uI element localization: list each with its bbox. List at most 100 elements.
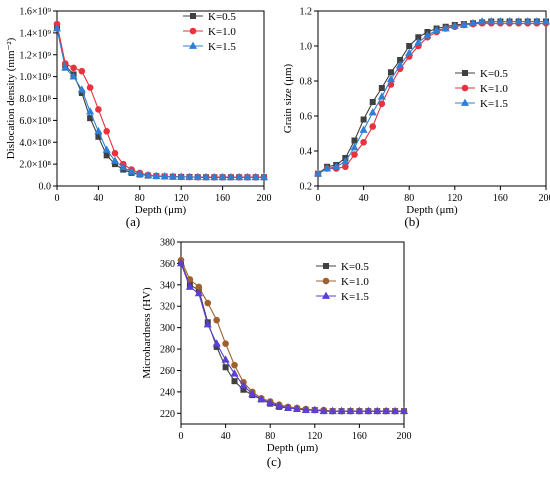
- data-point: [342, 163, 349, 171]
- data-point: [103, 128, 110, 135]
- data-point: [364, 406, 373, 415]
- legend: K=0.5 K=1.0 K=1.5: [316, 261, 369, 303]
- y-tick-label: 1.0: [300, 42, 313, 53]
- data-point: [369, 123, 377, 130]
- x-tick-label: 0: [316, 193, 321, 204]
- x-tick-label: 40: [93, 193, 103, 204]
- data-point: [292, 404, 302, 412]
- chart-panel-b: 0 40 80 120 160 200 0.2 0.4 0.6 0.8 1.0 1.2 Depth (μ…: [282, 7, 550, 229]
- series-k-0-5: [178, 259, 407, 415]
- data-point: [177, 172, 186, 180]
- series-line: [317, 20, 546, 175]
- y-tick-label: 360: [160, 259, 175, 270]
- legend-label: K=0.5: [341, 261, 369, 273]
- y-tick-label: 220: [160, 409, 175, 420]
- data-point: [69, 72, 78, 80]
- data-point: [423, 31, 432, 39]
- data-point: [239, 381, 248, 389]
- legend-marker: [323, 263, 329, 269]
- data-point: [369, 99, 376, 105]
- legend-label: K=1.5: [341, 291, 369, 303]
- data-point: [160, 172, 169, 180]
- x-tick-label: 80: [135, 193, 145, 204]
- data-point: [119, 162, 128, 171]
- y-axis-label: Dislocation density (mm⁻²): [5, 37, 17, 159]
- data-point: [346, 406, 355, 415]
- data-point: [496, 17, 505, 25]
- data-point: [505, 17, 514, 25]
- data-point: [235, 172, 244, 181]
- y-tick-label: 0.0: [39, 182, 52, 193]
- data-point: [77, 85, 86, 93]
- data-point: [360, 138, 367, 146]
- y-tick-label: 8.0×10⁸: [19, 94, 51, 105]
- data-point: [386, 74, 396, 83]
- legend-marker: [322, 277, 330, 285]
- series-line: [180, 259, 404, 412]
- data-point: [341, 157, 350, 165]
- y-tick-label: 0.4: [300, 147, 313, 158]
- data-point: [459, 20, 468, 28]
- data-point: [212, 339, 221, 347]
- data-point: [231, 361, 238, 369]
- data-point: [487, 17, 496, 25]
- chart-panel-a: 0 40 80 120 160 200 0.0 2.0×10⁸ 4.0×10⁸ 6.0×10⁸ 8.…: [5, 7, 272, 230]
- data-point: [185, 282, 194, 290]
- data-point: [414, 38, 423, 46]
- y-tick-label: 300: [160, 323, 175, 334]
- y-tick-label: 340: [160, 280, 175, 291]
- data-point: [86, 84, 94, 91]
- x-tick-label: 40: [359, 193, 369, 204]
- data-point: [323, 164, 332, 172]
- x-tick-label: 80: [404, 193, 414, 204]
- data-point: [102, 145, 111, 153]
- x-tick-label: 200: [539, 193, 550, 204]
- series-k-1-5: [313, 17, 550, 177]
- data-point: [351, 151, 358, 158]
- y-tick-label: 1.0×10⁹: [19, 72, 51, 83]
- data-point: [382, 406, 391, 415]
- y-axis-label: Microhardness (HV): [141, 287, 153, 379]
- data-point: [514, 17, 523, 25]
- data-point: [78, 67, 86, 75]
- data-point: [359, 125, 368, 133]
- data-point: [355, 406, 364, 415]
- series-line: [180, 263, 404, 412]
- data-point: [201, 172, 211, 181]
- x-tick-label: 120: [307, 431, 322, 442]
- data-point: [378, 100, 386, 108]
- y-tick-label: 380: [160, 238, 175, 249]
- legend-marker: [461, 84, 469, 92]
- legend-label: K=1.5: [208, 41, 236, 53]
- data-point: [377, 92, 386, 100]
- panel-label: (b): [404, 214, 419, 229]
- data-point: [70, 64, 77, 72]
- legend-label: K=1.0: [480, 83, 508, 95]
- data-point: [248, 389, 257, 397]
- x-tick-label: 160: [352, 431, 367, 442]
- legend: K=0.5 K=1.0 K=1.5: [455, 68, 508, 110]
- data-point: [204, 299, 212, 307]
- data-point: [110, 156, 120, 164]
- y-tick-label: 280: [160, 345, 175, 356]
- data-point: [319, 406, 328, 415]
- data-point: [351, 137, 358, 144]
- data-point: [210, 172, 219, 181]
- legend: K=0.5 K=1.0 K=1.5: [183, 11, 236, 53]
- data-point: [360, 116, 367, 123]
- data-point: [275, 401, 284, 409]
- y-tick-label: 6.0×10⁸: [19, 116, 51, 127]
- data-point: [193, 172, 202, 181]
- series-line: [180, 262, 404, 412]
- data-point: [396, 60, 405, 69]
- data-point: [52, 24, 62, 32]
- data-point: [432, 25, 441, 34]
- x-tick-label: 200: [397, 431, 412, 442]
- data-point: [195, 283, 203, 291]
- y-tick-label: 1.2×10⁹: [19, 50, 51, 61]
- data-point: [111, 149, 119, 157]
- data-point: [310, 405, 319, 413]
- legend-marker: [321, 291, 331, 299]
- data-point: [230, 369, 239, 377]
